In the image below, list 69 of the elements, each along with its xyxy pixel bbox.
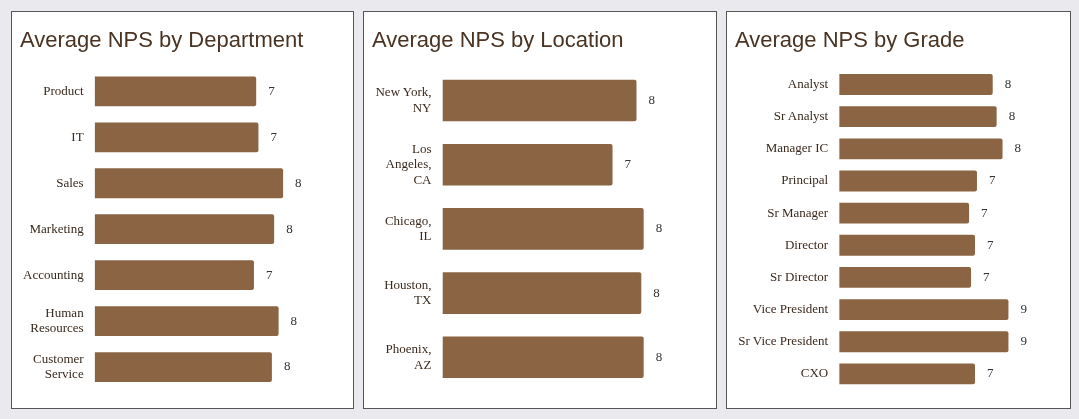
data-label: 7 [981, 204, 989, 220]
chart-title: Average NPS by Grade [735, 27, 965, 53]
y-tick-label: Director [784, 236, 829, 252]
y-tick-label: Sales [56, 174, 84, 190]
y-tick-label: Sr Analyst [773, 108, 829, 124]
y-tick-label: CXO [800, 365, 829, 381]
data-label: 8 [648, 91, 655, 107]
y-tick-label: Accounting [23, 266, 85, 282]
bar [94, 168, 284, 199]
bar [442, 143, 613, 186]
bar [839, 331, 1009, 353]
y-tick-label: New York, NY [375, 84, 433, 115]
y-tick-label: Manager IC [765, 140, 829, 156]
y-tick-label: Sr Manager [767, 204, 829, 220]
y-tick-label: Chicago, IL [384, 212, 432, 244]
y-tick-label: Customer Service [33, 350, 85, 382]
bar [442, 336, 644, 379]
bar [839, 363, 975, 385]
bar [442, 208, 644, 250]
y-tick-label: Los Angeles, CA [385, 140, 433, 187]
data-label: 8 [290, 312, 298, 328]
y-tick-label: Sr Vice President [738, 333, 829, 349]
data-label: 7 [983, 268, 991, 284]
bar [94, 214, 275, 245]
y-tick-label: Product [43, 82, 85, 98]
data-label: 8 [1004, 75, 1012, 91]
bar [94, 306, 279, 336]
data-label: 8 [1014, 140, 1022, 156]
bar [839, 74, 993, 95]
data-label: 8 [286, 220, 293, 236]
y-tick-label: Principal [781, 172, 829, 188]
data-label: 8 [295, 174, 302, 190]
y-tick-label: Vice President [752, 301, 829, 317]
data-label: 7 [988, 172, 996, 188]
bar [839, 138, 1003, 160]
y-tick-label: Sr Director [770, 268, 829, 284]
y-tick-label: Analyst [787, 75, 829, 91]
data-label: 8 [655, 220, 663, 236]
data-label: 7 [265, 266, 273, 282]
bar [94, 122, 259, 153]
y-tick-label: Phoenix, AZ [385, 340, 432, 372]
data-label: 8 [283, 358, 291, 374]
data-label: 8 [655, 348, 663, 364]
bar [94, 260, 254, 291]
data-label: 8 [1008, 108, 1016, 124]
data-label: 9 [1020, 301, 1027, 317]
y-tick-label: Marketing [29, 220, 85, 236]
data-label: 7 [986, 236, 994, 252]
data-label: 7 [624, 156, 632, 172]
y-tick-label: IT [71, 128, 84, 144]
data-label: 7 [270, 128, 278, 144]
bar [839, 106, 997, 128]
bar [839, 170, 977, 192]
bar [839, 202, 970, 224]
bar [839, 234, 975, 256]
bar [442, 272, 642, 314]
data-label: 7 [986, 365, 994, 381]
chart-title: Average NPS by Department [20, 27, 304, 53]
data-label: 7 [268, 82, 276, 98]
data-label: 9 [1020, 333, 1027, 349]
bar [839, 299, 1009, 321]
chart-title: Average NPS by Location [372, 27, 624, 53]
bar [442, 79, 637, 122]
y-tick-label: Human Resources [30, 304, 85, 336]
bar [94, 76, 257, 107]
y-tick-label: Houston, TX [384, 276, 433, 308]
bar [839, 267, 972, 288]
data-label: 8 [653, 284, 660, 300]
bar [94, 352, 272, 382]
